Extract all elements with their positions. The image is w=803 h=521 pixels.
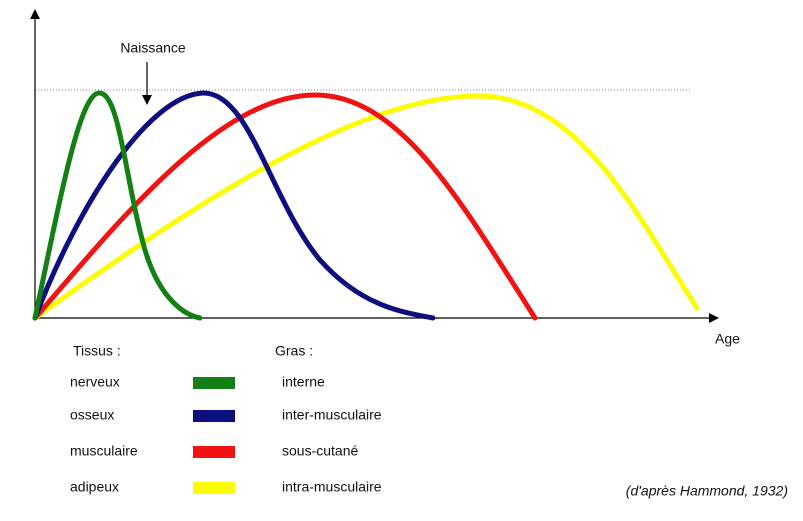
legend-swatch [193, 377, 235, 389]
curve [32, 90, 203, 321]
fat-label: sous-cutané [282, 443, 358, 459]
curve [32, 92, 538, 321]
curve [32, 90, 436, 321]
legend: nerveux interne osseux inter-musculaire musc… [70, 374, 382, 495]
tissue-label: musculaire [70, 443, 138, 459]
legend-swatch [193, 446, 235, 458]
fat-label: inter-musculaire [282, 407, 382, 423]
tissue-label: osseux [70, 407, 114, 423]
tissue-label: nerveux [70, 374, 120, 390]
legend-header: Gras : [275, 343, 313, 359]
fat-label: interne [282, 374, 325, 390]
legend-header: Tissus : [73, 343, 121, 359]
curve [32, 93, 700, 321]
annotation: Naissance [120, 40, 186, 56]
legend-swatch [193, 482, 235, 494]
tissue-label: adipeux [70, 479, 119, 495]
fat-label: intra-musculaire [282, 479, 382, 495]
legend-swatch [193, 410, 235, 422]
source: (d'après Hammond, 1932) [626, 483, 788, 499]
x-axis-label: Age [715, 331, 740, 347]
